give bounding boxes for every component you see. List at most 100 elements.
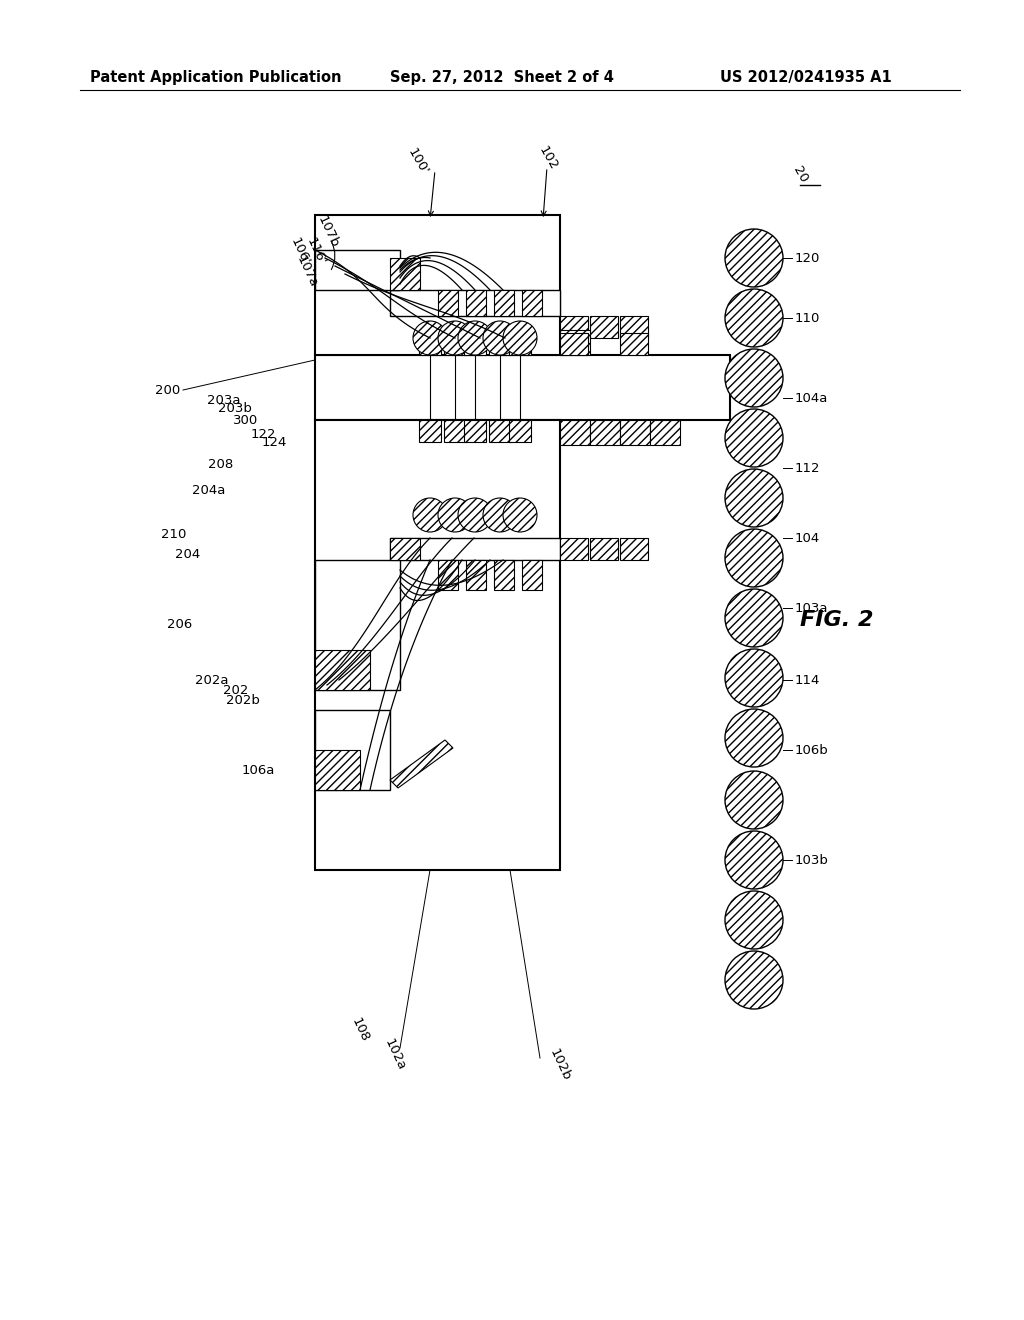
- Circle shape: [725, 348, 783, 407]
- Text: 108: 108: [349, 1016, 372, 1044]
- Circle shape: [725, 409, 783, 467]
- Text: 114: 114: [795, 673, 820, 686]
- Bar: [494, 290, 514, 315]
- Bar: [315, 215, 560, 355]
- Text: 116': 116': [304, 236, 328, 268]
- Bar: [438, 560, 458, 590]
- Text: 104: 104: [795, 532, 820, 544]
- Bar: [620, 539, 648, 560]
- Circle shape: [438, 498, 472, 532]
- Circle shape: [725, 950, 783, 1008]
- Text: 204: 204: [175, 549, 200, 561]
- Text: 208: 208: [208, 458, 233, 471]
- Text: US 2012/0241935 A1: US 2012/0241935 A1: [720, 70, 892, 84]
- Text: 203a: 203a: [207, 393, 240, 407]
- Bar: [464, 333, 486, 355]
- Bar: [560, 539, 588, 560]
- Circle shape: [725, 469, 783, 527]
- Circle shape: [413, 498, 447, 532]
- Circle shape: [725, 529, 783, 587]
- Text: 300: 300: [232, 413, 258, 426]
- Text: 203b: 203b: [218, 401, 252, 414]
- Bar: [560, 333, 588, 355]
- Bar: [590, 539, 618, 560]
- Bar: [489, 420, 511, 442]
- Text: 100': 100': [406, 147, 431, 178]
- Circle shape: [725, 589, 783, 647]
- Text: Patent Application Publication: Patent Application Publication: [90, 70, 341, 84]
- Text: 107a: 107a: [294, 253, 319, 290]
- Circle shape: [725, 891, 783, 949]
- Bar: [509, 333, 531, 355]
- Text: 106': 106': [288, 236, 312, 268]
- Circle shape: [725, 832, 783, 888]
- Text: 102: 102: [536, 144, 560, 172]
- Circle shape: [503, 321, 537, 355]
- Text: 122: 122: [251, 429, 276, 441]
- Bar: [466, 560, 486, 590]
- Bar: [522, 290, 542, 315]
- Circle shape: [725, 649, 783, 708]
- Text: 210: 210: [161, 528, 186, 541]
- Bar: [560, 315, 588, 338]
- Circle shape: [483, 498, 517, 532]
- Text: 202a: 202a: [195, 673, 228, 686]
- Text: 202: 202: [222, 684, 248, 697]
- Text: 200: 200: [155, 384, 180, 396]
- Bar: [315, 249, 400, 290]
- Bar: [650, 420, 680, 445]
- Bar: [438, 290, 458, 315]
- Bar: [522, 560, 542, 590]
- Bar: [315, 560, 400, 690]
- Text: 120: 120: [795, 252, 820, 264]
- Text: 106a: 106a: [242, 763, 275, 776]
- Bar: [560, 420, 590, 445]
- Bar: [620, 333, 648, 355]
- Text: Sep. 27, 2012  Sheet 2 of 4: Sep. 27, 2012 Sheet 2 of 4: [390, 70, 613, 84]
- Bar: [444, 420, 466, 442]
- Bar: [620, 315, 648, 338]
- Bar: [390, 539, 420, 560]
- Text: 206: 206: [167, 619, 193, 631]
- Circle shape: [483, 321, 517, 355]
- Bar: [315, 355, 730, 420]
- Bar: [419, 333, 441, 355]
- Bar: [419, 420, 441, 442]
- Circle shape: [458, 321, 492, 355]
- Bar: [315, 710, 390, 789]
- Bar: [590, 315, 618, 338]
- Bar: [444, 333, 466, 355]
- Text: 102a: 102a: [382, 1038, 408, 1073]
- Text: 106b: 106b: [795, 743, 828, 756]
- Bar: [509, 420, 531, 442]
- Circle shape: [503, 498, 537, 532]
- Bar: [489, 333, 511, 355]
- Text: 102b: 102b: [547, 1047, 573, 1084]
- Bar: [464, 420, 486, 442]
- Text: 20: 20: [791, 165, 810, 186]
- Text: 124: 124: [261, 436, 287, 449]
- Bar: [315, 649, 370, 690]
- Text: 103b: 103b: [795, 854, 828, 866]
- Bar: [560, 330, 590, 355]
- Circle shape: [725, 289, 783, 347]
- Bar: [390, 539, 560, 560]
- Bar: [494, 560, 514, 590]
- Bar: [620, 420, 650, 445]
- Circle shape: [725, 771, 783, 829]
- Bar: [390, 257, 420, 290]
- Text: 204a: 204a: [191, 483, 225, 496]
- Circle shape: [725, 709, 783, 767]
- Text: 110: 110: [795, 312, 820, 325]
- Text: FIG. 2: FIG. 2: [800, 610, 873, 630]
- Text: 107b: 107b: [315, 214, 341, 249]
- Bar: [315, 420, 560, 870]
- Circle shape: [725, 228, 783, 286]
- Circle shape: [458, 498, 492, 532]
- Circle shape: [438, 321, 472, 355]
- Circle shape: [413, 321, 447, 355]
- Bar: [315, 750, 360, 789]
- Bar: [390, 290, 560, 315]
- Text: 112: 112: [795, 462, 820, 474]
- Bar: [590, 420, 620, 445]
